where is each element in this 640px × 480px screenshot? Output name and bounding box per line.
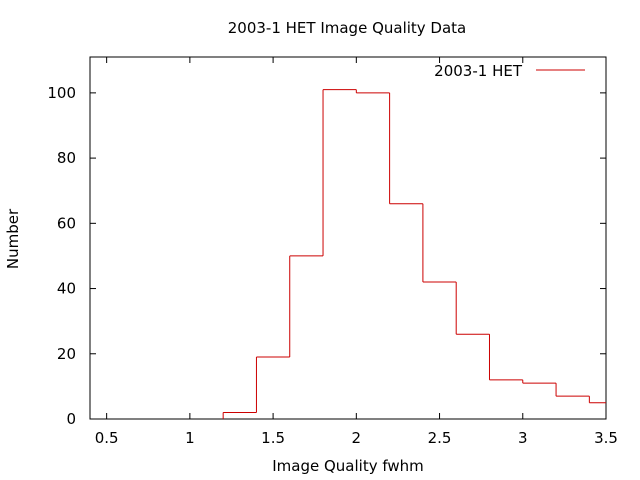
y-axis-label: Number — [4, 208, 22, 269]
chart-title: 2003-1 HET Image Quality Data — [228, 19, 467, 37]
plot-axes: 0.5 1 1.5 2 2.5 3 3.5 0 20 40 60 80 100 — [47, 56, 618, 447]
y-tick-label: 100 — [47, 84, 76, 102]
x-tick-label: 1 — [185, 429, 195, 447]
legend: 2003-1 HET — [434, 62, 585, 80]
x-tick-label: 0.5 — [95, 429, 119, 447]
y-tick-label: 0 — [66, 410, 76, 428]
series-group — [222, 89, 606, 419]
legend-label: 2003-1 HET — [434, 62, 523, 80]
y-tick-label: 60 — [57, 214, 76, 232]
y-tick-label: 40 — [57, 280, 76, 298]
x-tick-label: 3.5 — [594, 429, 618, 447]
x-tick-label: 2.5 — [428, 429, 452, 447]
plot-frame — [89, 56, 607, 420]
x-tick-label: 1.5 — [261, 429, 285, 447]
y-tick-label: 80 — [57, 149, 76, 167]
y-tick-label: 20 — [57, 345, 76, 363]
x-tick-label: 2 — [352, 429, 362, 447]
x-tick-label: 3 — [518, 429, 528, 447]
x-axis-label: Image Quality fwhm — [272, 457, 424, 475]
